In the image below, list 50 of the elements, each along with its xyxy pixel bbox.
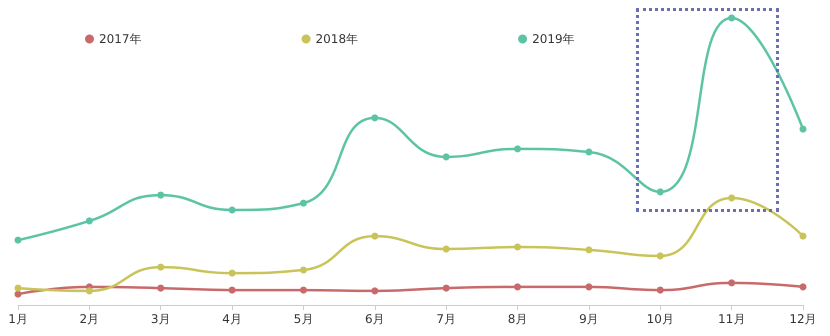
point bbox=[800, 283, 806, 290]
point bbox=[442, 284, 450, 292]
legend-label: 2017年 bbox=[99, 32, 142, 46]
point bbox=[656, 188, 664, 196]
point bbox=[228, 206, 236, 214]
x-tick-label: 5月 bbox=[294, 312, 314, 326]
point bbox=[14, 284, 22, 292]
x-tick-label: 11月 bbox=[718, 312, 746, 326]
x-tick-label: 4月 bbox=[222, 312, 242, 326]
point bbox=[300, 286, 307, 294]
point bbox=[585, 148, 592, 156]
point bbox=[514, 145, 522, 152]
legend-label: 2018年 bbox=[316, 32, 358, 46]
point bbox=[14, 290, 22, 298]
point bbox=[728, 279, 736, 286]
point bbox=[656, 252, 664, 260]
point bbox=[371, 114, 378, 122]
point bbox=[800, 126, 806, 133]
x-tick-label: 12月 bbox=[789, 312, 817, 326]
point bbox=[228, 270, 236, 277]
x-tick-label: 3月 bbox=[150, 312, 171, 326]
point bbox=[300, 200, 307, 207]
x-tick-label: 7月 bbox=[436, 312, 456, 326]
point bbox=[86, 217, 93, 224]
point bbox=[86, 287, 93, 294]
legend-label: 2019年 bbox=[532, 32, 575, 46]
point bbox=[585, 283, 592, 290]
x-tick-label: 10月 bbox=[646, 312, 674, 326]
point bbox=[442, 153, 450, 160]
point bbox=[371, 232, 378, 240]
point bbox=[728, 194, 736, 202]
x-tick-label: 9月 bbox=[579, 312, 599, 326]
point bbox=[585, 246, 592, 254]
point bbox=[442, 246, 450, 253]
point bbox=[371, 287, 378, 294]
point bbox=[514, 283, 522, 290]
point bbox=[300, 266, 307, 274]
point bbox=[228, 286, 236, 294]
point bbox=[514, 244, 522, 251]
point bbox=[157, 192, 164, 199]
point bbox=[157, 264, 164, 271]
point bbox=[14, 236, 22, 244]
point bbox=[656, 286, 664, 294]
point bbox=[800, 232, 806, 240]
x-tick-label: 6月 bbox=[365, 312, 385, 326]
x-tick-label: 2月 bbox=[80, 312, 100, 326]
x-tick-label: 1月 bbox=[8, 312, 28, 326]
point bbox=[728, 14, 736, 22]
point bbox=[157, 284, 164, 292]
x-tick-label: 8月 bbox=[508, 312, 528, 326]
